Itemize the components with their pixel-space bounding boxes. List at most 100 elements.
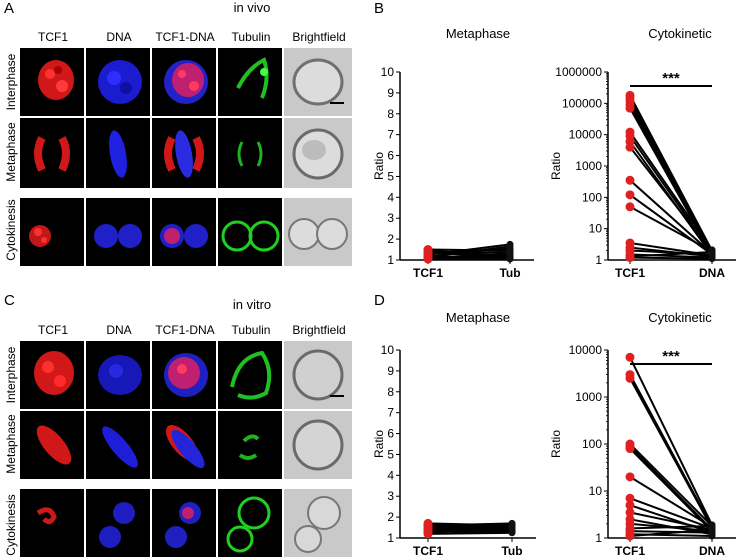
pair-line [427, 248, 511, 252]
pair-line [629, 104, 713, 252]
data-point-right [708, 526, 716, 534]
data-point-right [708, 250, 716, 258]
pair-line [629, 135, 713, 254]
row-label-metaphase: Metaphase [4, 414, 18, 474]
col-label-dna: DNA [106, 30, 132, 44]
pair-line [427, 245, 511, 258]
data-point-right [708, 530, 716, 538]
data-point-right [508, 523, 516, 531]
data-point-right [708, 248, 716, 256]
pair-line [629, 475, 713, 529]
data-point-left [625, 373, 635, 383]
y-tick-label: 1 [387, 253, 394, 267]
data-point-right [508, 519, 516, 527]
x-tick-label: TCF1 [615, 544, 645, 558]
row-label-interphase: Interphase [4, 346, 18, 404]
pair-line [427, 254, 511, 260]
pair-line [427, 526, 513, 534]
pair-line [629, 374, 713, 528]
data-point-right [506, 245, 514, 253]
data-point-right [708, 524, 716, 532]
pair-line [629, 241, 713, 257]
data-point-right [708, 522, 716, 530]
data-point-right [506, 249, 514, 257]
chart-D-cytokinetic: Cytokinetic Ratio 1 10 100 1000 10000 TCF1 DNA **… [549, 310, 736, 558]
pair-line [629, 528, 713, 538]
data-point-right [506, 252, 514, 260]
data-point-left [625, 523, 635, 533]
y-tick-label: 5 [387, 447, 394, 461]
data-point-left [625, 142, 635, 152]
col-label-tcf1: TCF1 [38, 30, 68, 44]
y-tick-label: 2 [387, 232, 394, 246]
pair-line [629, 194, 713, 256]
significance-label: *** [662, 70, 680, 87]
pair-line [427, 254, 511, 259]
y-tick-label: 4 [387, 468, 394, 482]
data-point-right [708, 532, 716, 540]
col-label-tcf1: TCF1 [38, 323, 68, 337]
y-tick-label: 6 [387, 149, 394, 163]
y-tick-label: 10000 [569, 128, 603, 142]
pair-line [629, 533, 713, 538]
y-tick-label: 100 [582, 437, 602, 451]
data-point-left [625, 253, 635, 263]
pair-line [629, 504, 713, 534]
y-tick-label: 9 [387, 364, 394, 378]
data-point-left [625, 526, 635, 536]
data-point-right [506, 252, 514, 260]
data-point-left [423, 251, 433, 261]
pair-line [629, 256, 713, 260]
data-point-left [625, 519, 635, 529]
pair-line [629, 107, 713, 255]
x-tick-label: Tub [501, 544, 522, 558]
data-point-right [506, 255, 514, 263]
data-point-right [708, 250, 716, 258]
data-point-left [625, 90, 635, 100]
pair-line [629, 525, 713, 530]
data-point-left [625, 131, 635, 141]
pair-line [427, 522, 513, 527]
y-tick-label: 100 [582, 190, 602, 204]
micrograph-tile [218, 118, 282, 188]
data-point-left [625, 370, 635, 380]
data-point-left [625, 529, 635, 539]
data-point-left [625, 202, 635, 212]
data-point-left [423, 254, 433, 264]
col-label-tcf1-dna: TCF1-DNA [155, 30, 215, 44]
data-point-left [625, 103, 635, 113]
y-axis-label: Ratio [372, 430, 386, 458]
data-point-right [508, 525, 516, 533]
data-point-right [508, 527, 516, 535]
data-point-right [506, 250, 514, 258]
data-point-right [708, 248, 716, 256]
data-point-right [508, 521, 516, 529]
significance-label: *** [662, 348, 680, 365]
data-point-right [708, 246, 716, 254]
data-point-left [625, 137, 635, 147]
data-point-left [625, 472, 635, 482]
chart-B-metaphase: Metaphase Ratio 1 2 3 4 5 6 7 8 9 10 TCF1 Tub [372, 26, 534, 280]
x-tick-label: TCF1 [413, 266, 443, 280]
micrograph-tile [152, 489, 216, 557]
data-point-right [708, 247, 716, 255]
data-point-left [625, 190, 635, 200]
x-tick-label: Tub [499, 266, 520, 280]
y-tick-label: 4 [387, 190, 394, 204]
row-label-cytokinesis: Cytokinesis [4, 494, 18, 556]
panel-letter-b: B [374, 0, 385, 17]
panel-letter-a: A [4, 0, 15, 17]
micrograph-tile [284, 198, 352, 266]
pair-line [629, 131, 713, 251]
pair-line [629, 443, 713, 527]
micrograph-tile [152, 118, 216, 188]
data-point-left [625, 96, 635, 106]
chart-title: Cytokinetic [648, 310, 712, 325]
micrograph-tile [86, 341, 150, 409]
y-axis-label: Ratio [549, 152, 563, 180]
data-point-left [625, 514, 635, 524]
data-point-left [625, 507, 635, 517]
y-tick-label: 10 [589, 484, 603, 498]
data-point-left [423, 523, 433, 533]
pair-line [629, 251, 713, 258]
